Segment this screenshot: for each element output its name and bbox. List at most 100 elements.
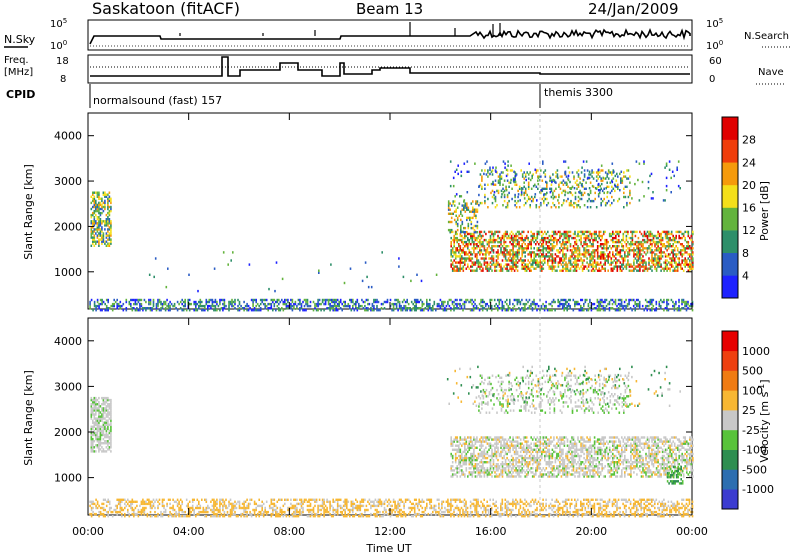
power-band-pixel	[507, 269, 510, 272]
power-band-pixel	[580, 240, 582, 244]
power-band-pixel	[664, 267, 667, 270]
power-ground-pixel	[140, 304, 143, 308]
velocity-ground-pixel	[290, 506, 292, 510]
power-band-pixel	[648, 259, 650, 262]
power-ground-pixel	[335, 309, 337, 312]
power-band-pixel	[500, 269, 502, 272]
power-band-pixel	[479, 243, 481, 246]
power-upper-pixel	[550, 179, 553, 182]
velocity-ground-pixel	[219, 498, 221, 501]
power-ground-pixel	[583, 302, 585, 306]
power-ground-pixel	[370, 309, 372, 312]
velocity-ground-pixel	[300, 504, 303, 508]
power-band-pixel	[666, 267, 668, 270]
power-arc-pixel	[104, 228, 106, 231]
power-ground-pixel	[649, 302, 652, 306]
power-band-pixel	[643, 230, 646, 234]
power-ground-pixel	[651, 302, 653, 306]
power-band-pixel	[593, 261, 596, 264]
power-upper-pixel	[618, 197, 621, 201]
power-band-pixel	[542, 236, 545, 240]
velocity-ground-pixel	[361, 498, 363, 501]
power-ground-pixel	[558, 304, 561, 308]
power-band-edge-pixel	[447, 220, 450, 224]
velocity-ground-pixel	[178, 502, 180, 506]
power-band-pixel	[494, 269, 496, 272]
power-ground-pixel	[157, 302, 159, 306]
power-band-pixel	[689, 263, 691, 266]
power-band-pixel	[649, 249, 652, 252]
power-band-edge-pixel	[450, 212, 453, 215]
power-arc-pixel	[96, 236, 99, 239]
velocity-ground-pixel	[383, 500, 386, 503]
velocity-ground-pixel	[121, 508, 123, 512]
power-band-pixel	[622, 232, 625, 236]
power-upper-pixel	[586, 169, 589, 172]
power-band-pixel	[669, 245, 671, 248]
power-band-pixel	[661, 230, 664, 234]
power-band-pixel	[553, 247, 555, 250]
power-upper-pixel	[527, 197, 530, 201]
power-band-pixel	[658, 257, 661, 260]
power-band-pixel	[669, 267, 671, 270]
power-upper-pixel	[491, 189, 494, 193]
power-band-pixel	[557, 230, 560, 234]
power-band-pixel	[678, 236, 680, 240]
power-band-pixel	[660, 249, 662, 252]
power-ground-pixel	[622, 304, 624, 308]
power-band-pixel	[557, 263, 560, 266]
power-band-pixel	[470, 232, 472, 236]
power-arc-pixel	[90, 195, 93, 198]
power-band-pixel	[664, 263, 667, 266]
power-ground-pixel	[195, 307, 197, 310]
power-ground-pixel	[255, 309, 257, 312]
power-band-pixel	[464, 236, 466, 240]
power-sparse-pixel	[505, 174, 508, 178]
velocity-ground-pixel	[415, 498, 417, 501]
power-ground-pixel	[501, 304, 504, 308]
power-ground-pixel	[371, 304, 374, 308]
power-band-pixel	[506, 259, 508, 262]
velocity-ground-pixel	[205, 515, 208, 518]
velocity-ground-pixel	[188, 508, 191, 512]
power-upper-pixel	[537, 187, 539, 190]
power-sparse-pixel	[455, 193, 458, 196]
power-arc-pixel	[99, 211, 102, 215]
power-arc-pixel	[110, 234, 112, 237]
power-ground-pixel	[164, 302, 167, 306]
power-band-pixel	[618, 265, 620, 268]
power-band-pixel	[578, 259, 581, 262]
power-band-edge-pixel	[455, 222, 457, 226]
power-band-pixel	[454, 232, 457, 236]
power-sparse-pixel	[452, 184, 455, 188]
power-ground-pixel	[480, 300, 482, 304]
power-band-pixel	[660, 257, 662, 260]
power-band-pixel	[503, 236, 505, 240]
power-ground-pixel	[130, 302, 132, 306]
power-ground-pixel	[413, 309, 416, 312]
power-band-pixel	[636, 261, 638, 264]
power-band-pixel	[503, 255, 505, 258]
power-ground-pixel	[136, 302, 138, 306]
power-band-pixel	[649, 265, 652, 268]
power-ground-pixel	[202, 309, 205, 312]
power-ground-pixel	[598, 307, 600, 310]
power-ground-pixel	[258, 304, 260, 308]
velocity-ground-pixel	[157, 500, 159, 503]
power-band-pixel	[577, 230, 579, 234]
power-band-pixel	[559, 240, 561, 244]
velocity-ground-pixel	[391, 510, 393, 514]
velocity-ground-pixel	[152, 504, 155, 508]
power-ground-pixel	[255, 300, 257, 304]
power-ground-pixel	[219, 298, 221, 302]
power-band-pixel	[599, 261, 602, 264]
power-arc-pixel	[102, 209, 105, 213]
power-band-pixel	[598, 245, 600, 248]
power-ground-pixel	[484, 304, 487, 308]
velocity-ground-pixel	[158, 502, 161, 506]
power-band-pixel	[474, 255, 477, 258]
power-ground-pixel	[401, 300, 404, 304]
velocity-ground-pixel	[249, 510, 251, 514]
power-ground-pixel	[509, 302, 511, 306]
power-ground-pixel	[336, 309, 339, 312]
